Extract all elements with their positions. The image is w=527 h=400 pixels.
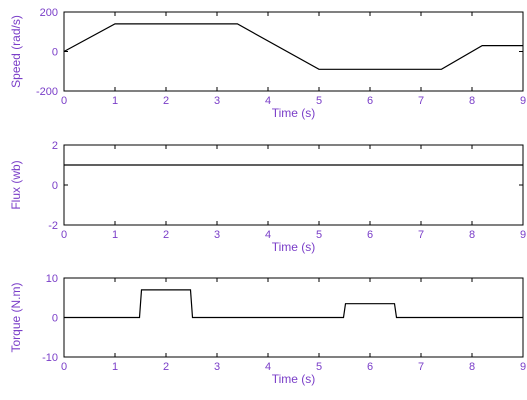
speed-x-tick-label: 4 [265,95,271,107]
torque-x-tick-label: 5 [316,361,322,373]
flux-x-tick-label: 7 [418,229,424,241]
flux-y-tick-label: -2 [48,220,58,232]
torque-x-tick-label: 0 [61,361,67,373]
speed-y-axis-label: Speed (rad/s) [9,15,23,88]
speed-x-tick-label: 5 [316,95,322,107]
flux-x-axis-label: Time (s) [272,240,316,254]
speed-axes-frame [63,11,524,92]
flux-axes-frame [63,144,524,226]
torque-x-tick-label: 8 [469,361,475,373]
speed-x-tick-label: 6 [367,95,373,107]
torque-x-tick-label: 7 [418,361,424,373]
torque-x-tick-label: 9 [520,361,526,373]
flux-x-tick-label: 6 [367,229,373,241]
torque-x-tick-label: 1 [112,361,118,373]
torque-y-tick-label: -10 [42,352,58,364]
flux-x-tick-label: 0 [61,229,67,241]
torque-x-tick-label: 2 [163,361,169,373]
speed-x-tick-label: 8 [469,95,475,107]
flux-x-tick-label: 5 [316,229,322,241]
speed-y-tick-label: 0 [52,47,58,59]
speed-x-tick-label: 1 [112,95,118,107]
flux-x-tick-label: 3 [214,229,220,241]
speed-x-axis-label: Time (s) [272,106,316,120]
flux-x-tick-label: 2 [163,229,169,241]
torque-x-tick-label: 3 [214,361,220,373]
flux-x-tick-label: 8 [469,229,475,241]
torque-series-line [64,289,523,319]
torque-x-axis-label: Time (s) [272,372,316,386]
flux-y-tick-label: 2 [52,140,58,152]
flux-x-tick-label: 9 [520,229,526,241]
speed-x-tick-label: 7 [418,95,424,107]
flux-y-tick-label: 0 [52,180,58,192]
speed-series-line [63,23,523,70]
flux-x-tick-label: 4 [265,229,271,241]
flux-y-axis-label: Flux (wb) [9,160,23,209]
speed-y-tick-label: 200 [40,7,58,19]
torque-y-tick-label: 0 [52,313,58,325]
speed-x-tick-label: 2 [163,95,169,107]
speed-x-tick-label: 9 [520,95,526,107]
flux-x-tick-label: 1 [112,229,118,241]
speed-x-tick-label: 0 [61,95,67,107]
torque-y-axis-label: Torque (N.m) [9,282,23,352]
torque-y-tick-label: 10 [46,273,58,285]
torque-x-tick-label: 6 [367,361,373,373]
speed-y-tick-label: -200 [36,86,58,98]
speed-x-tick-label: 3 [214,95,220,107]
torque-x-tick-label: 4 [265,361,271,373]
